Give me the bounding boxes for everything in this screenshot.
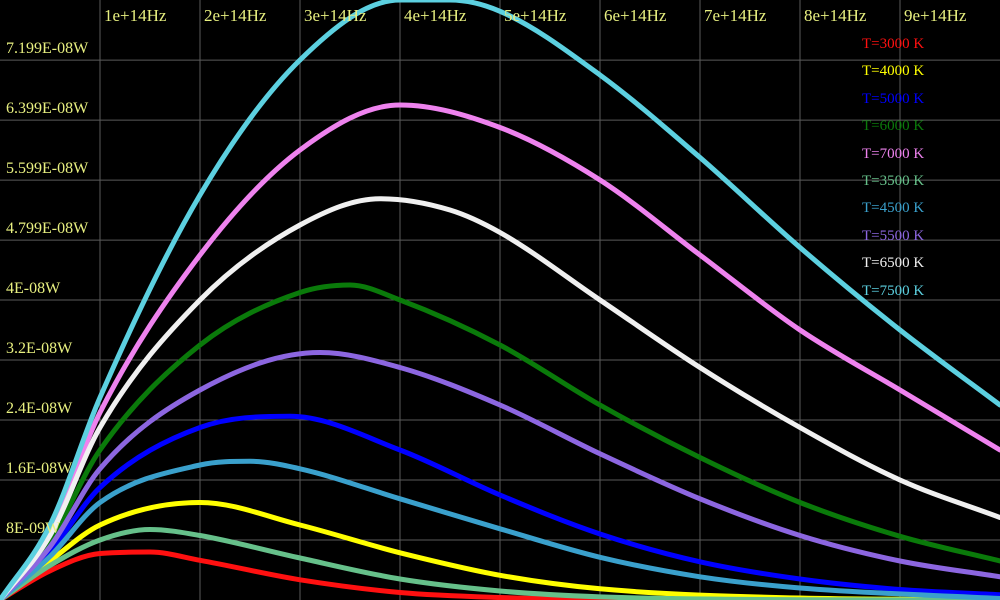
y-tick-label: 8E-09W — [6, 520, 61, 537]
x-tick-label: 6e+14Hz — [604, 6, 667, 25]
series-line-t-7000-k — [0, 102, 1000, 600]
x-tick-label: 1e+14Hz — [104, 6, 167, 25]
legend-entry: T=6000 K — [862, 118, 925, 135]
y-tick-label: 4.799E-08W — [6, 220, 89, 238]
legend-entry: T=5500 K — [862, 227, 925, 244]
y-tick-label: 1.6E-08W — [6, 460, 73, 477]
x-tick-label: 3e+14Hz — [304, 6, 367, 25]
y-tick-label: 4E-08W — [6, 280, 61, 297]
series-line-t-6500-k — [0, 196, 1000, 600]
x-tick-label: 5e+14Hz — [504, 6, 567, 25]
legend-entry: T=3000 K — [862, 36, 925, 52]
legend-entry: T=3500 K — [862, 173, 925, 189]
x-tick-label: 4e+14Hz — [404, 6, 467, 25]
x-tick-label: 2e+14Hz — [204, 6, 267, 25]
series-line-t-5500-k — [0, 350, 1000, 600]
legend-entry: T=4500 K — [862, 200, 925, 217]
legend-entry: T=4000 K — [862, 63, 925, 80]
series-line-t-4500-k — [0, 458, 1000, 600]
legend-entry: T=6500 K — [862, 255, 925, 272]
y-tick-label: 6.399E-08W — [6, 100, 89, 118]
x-tick-label: 9e+14Hz — [904, 6, 967, 25]
y-tick-label: 7.199E-08W — [6, 40, 89, 58]
series-line-t-5000-k — [0, 413, 1000, 600]
y-tick-label: 3.2E-08W — [6, 340, 73, 357]
series-line-t-6000-k — [0, 282, 1000, 600]
legend-entry: T=7500 K — [862, 282, 925, 299]
y-tick-label: 2.4E-08W — [6, 400, 73, 417]
y-tick-label: 5.599E-08W — [6, 160, 89, 178]
x-tick-label: 8e+14Hz — [804, 6, 867, 25]
x-tick-label: 7e+14Hz — [704, 6, 767, 25]
legend-entry: T=7000 K — [862, 145, 925, 162]
legend-entry: T=5000 K — [862, 90, 925, 107]
